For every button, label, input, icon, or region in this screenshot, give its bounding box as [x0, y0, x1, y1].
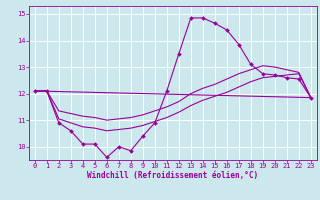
X-axis label: Windchill (Refroidissement éolien,°C): Windchill (Refroidissement éolien,°C): [87, 171, 258, 180]
